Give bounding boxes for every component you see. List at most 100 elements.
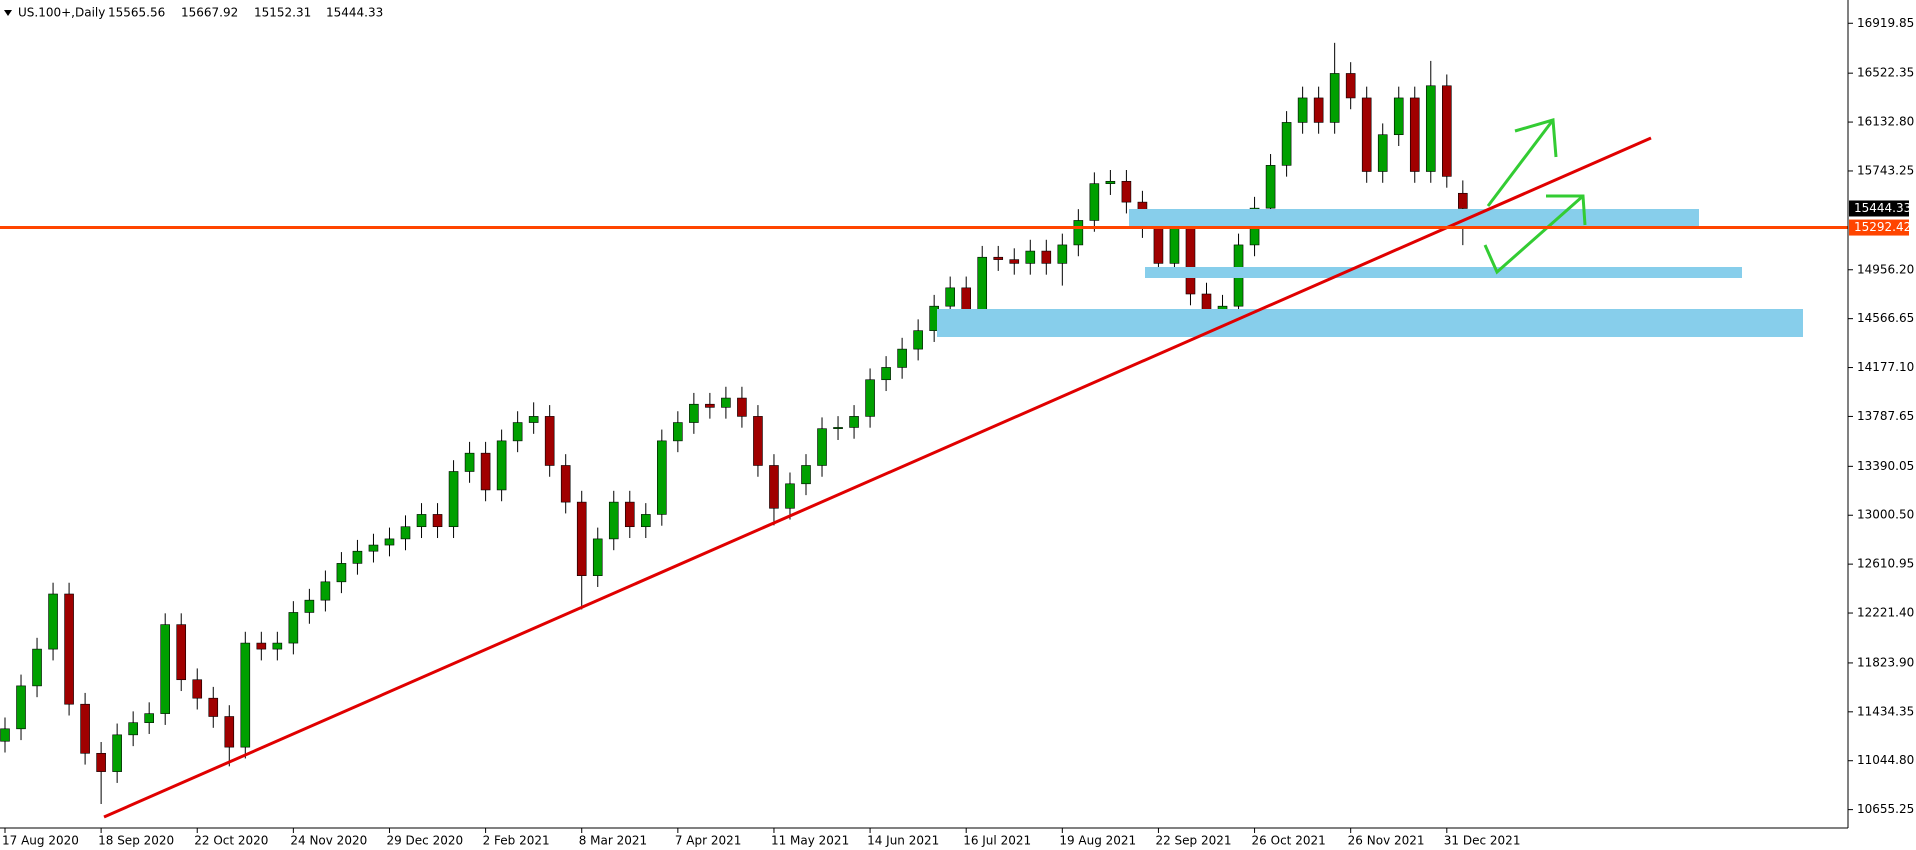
y-tick-label: 14177.10 <box>1857 360 1914 374</box>
candle-body <box>512 422 523 442</box>
x-tick-label: 26 Nov 2021 <box>1348 834 1425 848</box>
candle-body <box>416 514 427 528</box>
x-tick-label: 8 Mar 2021 <box>579 834 647 848</box>
header-low: 15152.31 <box>254 6 311 20</box>
candle-body <box>592 538 603 576</box>
price-box <box>1849 200 1909 217</box>
candle-body <box>1009 259 1020 264</box>
candle-body <box>272 642 283 650</box>
candle-body <box>961 287 972 313</box>
candle-body <box>1041 250 1052 264</box>
x-tick-label: 16 Jul 2021 <box>963 834 1031 848</box>
candle-body <box>624 501 635 528</box>
candle-body <box>817 428 827 466</box>
x-tick-label: 17 Aug 2020 <box>2 834 79 848</box>
candle-body <box>1313 97 1324 123</box>
candle-body <box>16 685 26 730</box>
candle-body <box>544 416 555 466</box>
candle-body <box>1329 73 1340 123</box>
candle-body <box>240 642 251 748</box>
candle-body <box>528 416 539 423</box>
candle-body <box>801 465 811 485</box>
symbol: US.100+,Daily <box>18 6 105 20</box>
candle-body <box>112 734 122 772</box>
header-open: 15565.56 <box>108 6 165 20</box>
candle-body <box>1185 226 1196 295</box>
candle-body <box>1409 97 1420 172</box>
candle-body <box>304 599 315 613</box>
hline-price-label: 15292.42 <box>1854 220 1911 234</box>
arrow-head <box>1546 194 1587 226</box>
candle-body <box>913 330 923 350</box>
candle-body <box>560 465 571 503</box>
candle-body <box>320 581 331 601</box>
y-tick-label: 13390.05 <box>1857 459 1914 473</box>
header-close: 15444.33 <box>326 6 383 20</box>
candle-body <box>1377 134 1388 172</box>
candle-body <box>0 728 10 742</box>
y-tick-label: 10655.25 <box>1857 802 1914 816</box>
y-tick-label: 16919.85 <box>1857 16 1914 30</box>
candle-body <box>576 501 587 576</box>
candle-body <box>48 593 58 650</box>
candle-body <box>128 722 138 736</box>
candle-body <box>448 471 459 528</box>
y-tick-label: 14956.20 <box>1857 262 1914 276</box>
zone <box>937 309 1803 337</box>
candle-body <box>1153 226 1164 264</box>
candle-body <box>608 501 619 540</box>
y-tick-label: 16522.35 <box>1857 66 1914 80</box>
trendline <box>103 136 1652 819</box>
candle-body <box>753 416 763 466</box>
candle-body <box>1361 97 1372 172</box>
candle-body <box>737 397 747 417</box>
last-price-label: 15444.33 <box>1854 201 1911 215</box>
zone <box>1145 267 1742 278</box>
candle-body <box>1121 180 1132 203</box>
arrow <box>1486 119 1555 207</box>
candle-body <box>833 427 843 429</box>
candle-body <box>256 642 267 650</box>
candle-body <box>384 538 395 546</box>
candle-body <box>352 550 363 564</box>
candle-body <box>480 452 491 491</box>
candle-body <box>192 679 203 699</box>
x-tick-label: 11 May 2021 <box>771 834 849 848</box>
candle-body <box>721 397 731 408</box>
y-tick-label: 11044.80 <box>1857 753 1914 767</box>
x-tick-label: 22 Sep 2021 <box>1155 834 1231 848</box>
candle-body <box>1073 220 1084 246</box>
x-tick-label: 31 Dec 2021 <box>1444 834 1521 848</box>
candle-body <box>1025 250 1036 264</box>
candle-body <box>769 465 779 509</box>
x-tick-label: 14 Jun 2021 <box>867 834 939 848</box>
candle-body <box>1297 97 1308 123</box>
candle-body <box>1458 192 1468 209</box>
candle-body <box>689 403 699 423</box>
candle-body <box>288 612 299 644</box>
y-tick-label: 14566.65 <box>1857 311 1914 325</box>
candle-body <box>224 716 235 748</box>
x-tick-label: 7 Apr 2021 <box>675 834 742 848</box>
x-tick-label: 19 Aug 2021 <box>1059 834 1136 848</box>
candle-body <box>1265 165 1276 209</box>
candle-body <box>160 624 170 714</box>
zone <box>1129 209 1699 229</box>
candle-body <box>336 563 347 583</box>
header-high: 15667.92 <box>181 6 238 20</box>
candle-body <box>144 713 154 723</box>
candle-body <box>785 483 795 509</box>
candle-body <box>176 624 187 681</box>
candle-body <box>977 256 988 313</box>
candle-body <box>400 526 411 540</box>
candle-body <box>993 256 1004 260</box>
candle-body <box>496 440 507 491</box>
candle-body <box>1169 226 1180 264</box>
candle-body <box>32 648 42 687</box>
menu-icon[interactable] <box>4 10 12 16</box>
candle-body <box>1057 244 1068 264</box>
candles <box>0 42 1468 805</box>
x-tick-label: 2 Feb 2021 <box>483 834 550 848</box>
